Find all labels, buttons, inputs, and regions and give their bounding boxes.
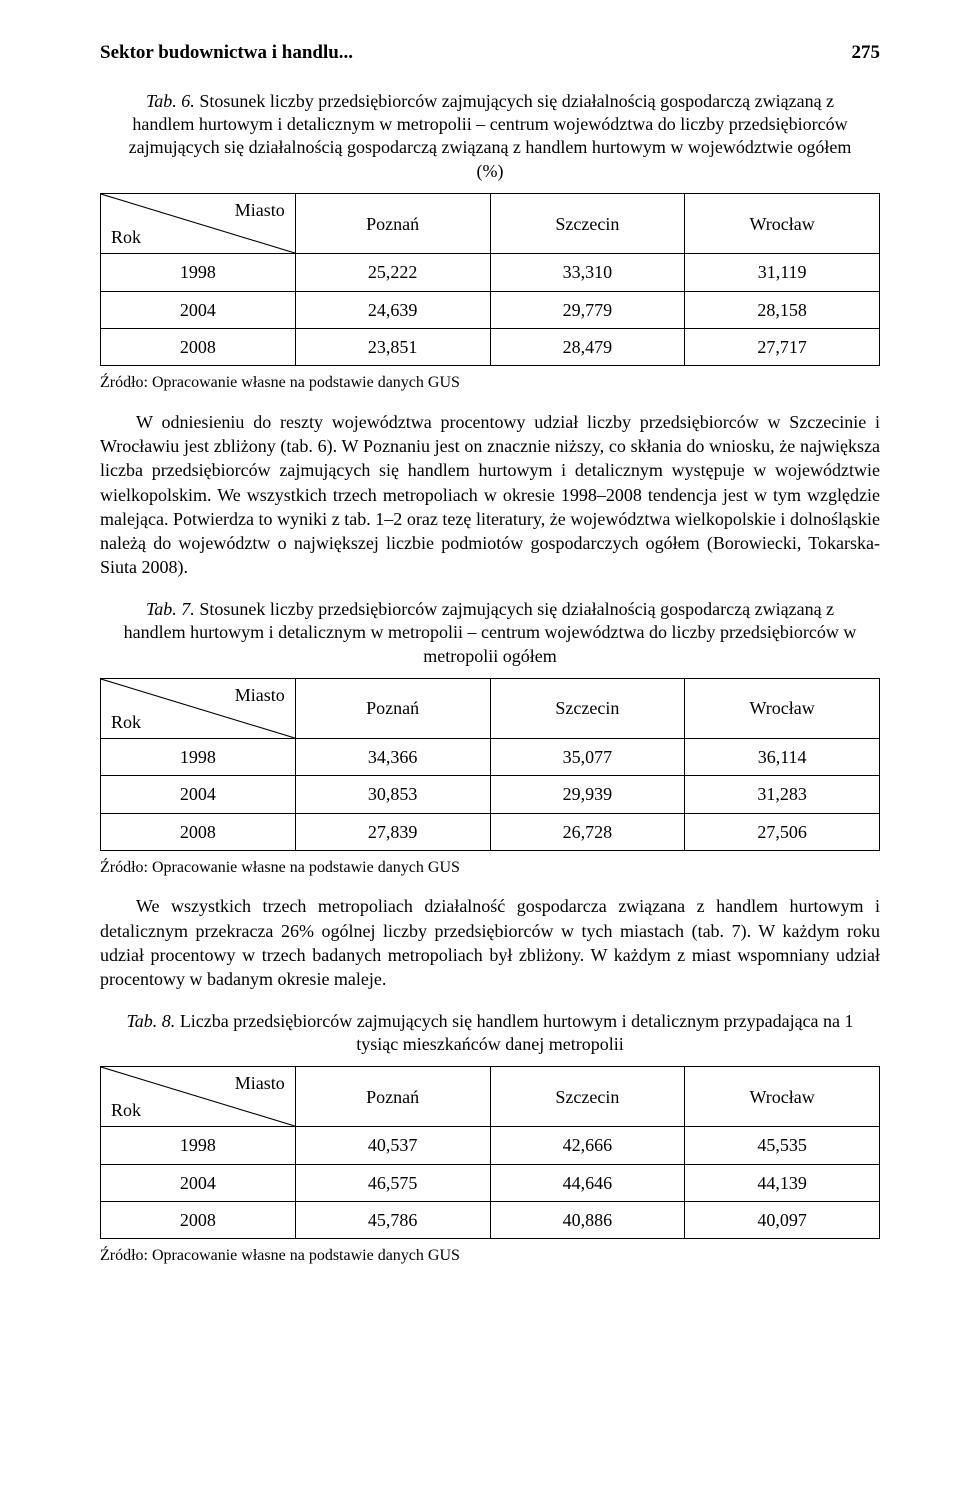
table-header-row: Miasto Rok Poznań Szczecin Wrocław — [101, 678, 880, 738]
table-header-row: Miasto Rok Poznań Szczecin Wrocław — [101, 1067, 880, 1127]
year-cell: 2008 — [101, 813, 296, 850]
year-cell: 1998 — [101, 738, 296, 775]
table-row: 1998 34,366 35,077 36,114 — [101, 738, 880, 775]
tab8-caption-text: Liczba przedsiębiorców zajmujących się h… — [180, 1011, 854, 1054]
value-cell: 40,886 — [490, 1201, 685, 1238]
table-row: 2004 24,639 29,779 28,158 — [101, 291, 880, 328]
value-cell: 28,158 — [685, 291, 880, 328]
value-cell: 36,114 — [685, 738, 880, 775]
col-header: Szczecin — [490, 194, 685, 254]
miasto-label: Miasto — [235, 1071, 285, 1095]
col-header: Wrocław — [685, 678, 880, 738]
table-row: 1998 25,222 33,310 31,119 — [101, 254, 880, 291]
value-cell: 25,222 — [295, 254, 490, 291]
table-row: 2008 27,839 26,728 27,506 — [101, 813, 880, 850]
tab6-caption-text: Stosunek liczby przedsiębiorców zajmując… — [129, 91, 852, 181]
value-cell: 24,639 — [295, 291, 490, 328]
miasto-label: Miasto — [235, 198, 285, 222]
value-cell: 31,283 — [685, 776, 880, 813]
year-cell: 2004 — [101, 1164, 296, 1201]
year-cell: 1998 — [101, 254, 296, 291]
tab8-table: Miasto Rok Poznań Szczecin Wrocław 1998 … — [100, 1066, 880, 1239]
value-cell: 31,119 — [685, 254, 880, 291]
value-cell: 30,853 — [295, 776, 490, 813]
running-header-left: Sektor budownictwa i handlu... — [100, 40, 353, 66]
tab7-source: Źródło: Opracowanie własne na podstawie … — [100, 857, 880, 879]
value-cell: 45,535 — [685, 1127, 880, 1164]
year-cell: 2008 — [101, 328, 296, 365]
rok-label: Rok — [111, 710, 141, 734]
table-row: 2008 45,786 40,886 40,097 — [101, 1201, 880, 1238]
col-header: Szczecin — [490, 1067, 685, 1127]
tab8-source: Źródło: Opracowanie własne na podstawie … — [100, 1245, 880, 1267]
value-cell: 34,366 — [295, 738, 490, 775]
tab8-caption: Tab. 8. Liczba przedsiębiorców zajmujący… — [100, 1010, 880, 1057]
diag-header-cell: Miasto Rok — [101, 194, 296, 254]
tab7-label: Tab. 7. — [146, 599, 195, 619]
value-cell: 27,506 — [685, 813, 880, 850]
table-row: 2008 23,851 28,479 27,717 — [101, 328, 880, 365]
value-cell: 46,575 — [295, 1164, 490, 1201]
col-header: Poznań — [295, 194, 490, 254]
running-header: Sektor budownictwa i handlu... 275 — [100, 40, 880, 66]
rok-label: Rok — [111, 1098, 141, 1122]
value-cell: 29,779 — [490, 291, 685, 328]
col-header: Poznań — [295, 1067, 490, 1127]
tab6-table: Miasto Rok Poznań Szczecin Wrocław 1998 … — [100, 193, 880, 366]
diag-header-cell: Miasto Rok — [101, 678, 296, 738]
value-cell: 42,666 — [490, 1127, 685, 1164]
tab7-caption-text: Stosunek liczby przedsiębiorców zajmując… — [124, 599, 857, 666]
table-row: 2004 30,853 29,939 31,283 — [101, 776, 880, 813]
table-row: 1998 40,537 42,666 45,535 — [101, 1127, 880, 1164]
tab6-label: Tab. 6. — [146, 91, 195, 111]
tab7-caption: Tab. 7. Stosunek liczby przedsiębiorców … — [100, 598, 880, 668]
value-cell: 40,537 — [295, 1127, 490, 1164]
miasto-label: Miasto — [235, 683, 285, 707]
page-number: 275 — [852, 40, 881, 66]
value-cell: 45,786 — [295, 1201, 490, 1238]
tab8-label: Tab. 8. — [126, 1011, 175, 1031]
year-cell: 2004 — [101, 776, 296, 813]
value-cell: 28,479 — [490, 328, 685, 365]
tab6-caption: Tab. 6. Stosunek liczby przedsiębiorców … — [100, 90, 880, 184]
value-cell: 27,839 — [295, 813, 490, 850]
table-row: 2004 46,575 44,646 44,139 — [101, 1164, 880, 1201]
paragraph-1: W odniesieniu do reszty województwa proc… — [100, 410, 880, 580]
col-header: Szczecin — [490, 678, 685, 738]
paragraph-2: We wszystkich trzech metropoliach działa… — [100, 894, 880, 991]
value-cell: 33,310 — [490, 254, 685, 291]
value-cell: 29,939 — [490, 776, 685, 813]
value-cell: 40,097 — [685, 1201, 880, 1238]
table-header-row: Miasto Rok Poznań Szczecin Wrocław — [101, 194, 880, 254]
col-header: Poznań — [295, 678, 490, 738]
tab7-table: Miasto Rok Poznań Szczecin Wrocław 1998 … — [100, 678, 880, 851]
year-cell: 2008 — [101, 1201, 296, 1238]
value-cell: 35,077 — [490, 738, 685, 775]
value-cell: 44,646 — [490, 1164, 685, 1201]
value-cell: 44,139 — [685, 1164, 880, 1201]
value-cell: 23,851 — [295, 328, 490, 365]
value-cell: 26,728 — [490, 813, 685, 850]
value-cell: 27,717 — [685, 328, 880, 365]
col-header: Wrocław — [685, 194, 880, 254]
year-cell: 1998 — [101, 1127, 296, 1164]
diag-header-cell: Miasto Rok — [101, 1067, 296, 1127]
tab6-source: Źródło: Opracowanie własne na podstawie … — [100, 372, 880, 394]
year-cell: 2004 — [101, 291, 296, 328]
col-header: Wrocław — [685, 1067, 880, 1127]
rok-label: Rok — [111, 225, 141, 249]
